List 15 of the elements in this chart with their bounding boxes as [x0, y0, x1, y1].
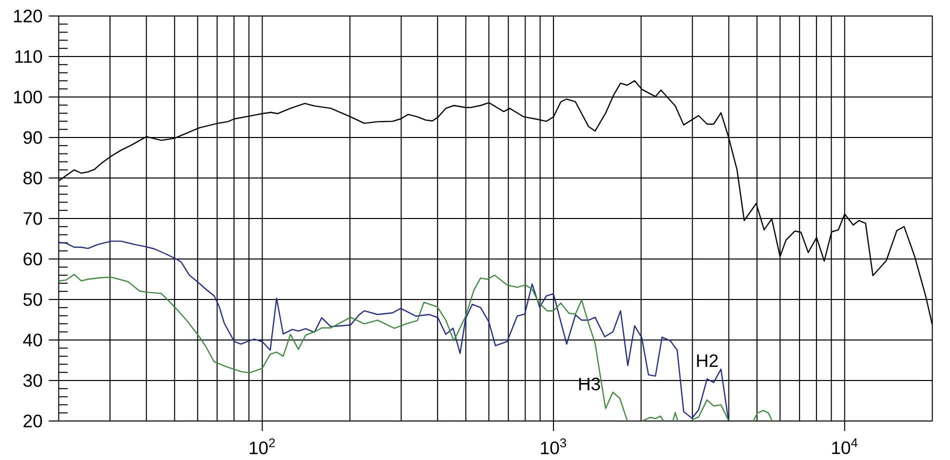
y-tick-label: 60	[24, 252, 42, 266]
y-tick-label: 80	[23, 172, 42, 184]
y-tick-label: 40	[23, 334, 42, 346]
y-tick-label: 20	[24, 414, 42, 428]
y-tick-label: 50	[23, 293, 42, 306]
x-tick-label: 10$^{4}$	[832, 438, 858, 454]
x-tick-label: 10$^{3}$	[540, 438, 566, 454]
y-tick-label: 120	[14, 10, 42, 22]
y-tick-label: 100	[14, 90, 42, 104]
y-tick-label: 90	[24, 131, 42, 144]
x-tick-label: 10$^{2}$	[250, 438, 275, 454]
y-tick-label: 30	[23, 374, 42, 387]
y-tick-label: 70	[24, 212, 42, 225]
annotation: H2	[697, 354, 718, 367]
y-tick-label: 110	[15, 50, 42, 63]
